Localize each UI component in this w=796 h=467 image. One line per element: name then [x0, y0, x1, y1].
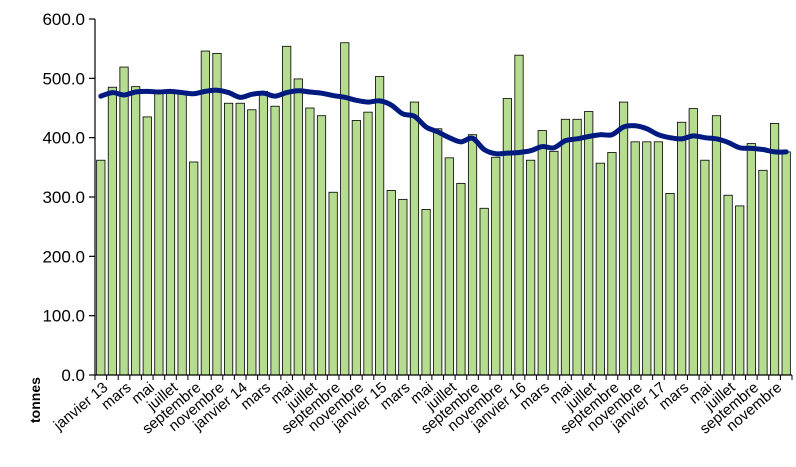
bar [479, 207, 489, 376]
bar [642, 141, 652, 376]
bar [595, 162, 605, 376]
bar [270, 105, 280, 376]
bar [711, 115, 722, 376]
bar [107, 86, 117, 376]
bar [444, 157, 454, 376]
bar [549, 150, 559, 376]
bar [746, 143, 756, 376]
line-group [98, 87, 789, 157]
y-axis-unit-label: tonnes [27, 377, 43, 423]
bar [491, 156, 501, 376]
y-ticks-group: 0.0 100.0 200.0 300.0 400.0 500.0 600.0 [42, 10, 95, 385]
bar [572, 118, 582, 376]
bar [665, 193, 675, 376]
bar [618, 101, 629, 376]
bar [433, 128, 443, 376]
bar [409, 101, 420, 376]
axes-group [94, 19, 793, 380]
bar [700, 159, 710, 376]
y-tick-label: 500.0 [42, 69, 85, 88]
bar [467, 134, 478, 376]
bar [723, 194, 733, 376]
bar [224, 102, 234, 376]
bar [154, 91, 164, 376]
bar [584, 111, 594, 376]
bar [398, 198, 408, 376]
bar [177, 91, 187, 376]
bar [258, 90, 269, 376]
bar [502, 98, 512, 376]
bar [119, 66, 129, 376]
bar [456, 182, 466, 376]
bar [375, 76, 385, 376]
bar [131, 86, 141, 376]
y-tick-label: 400.0 [42, 129, 85, 148]
bar [247, 109, 257, 376]
bars-group [96, 42, 791, 376]
y-tick-label: 600.0 [42, 10, 85, 29]
bar [340, 42, 350, 376]
bar [142, 116, 152, 376]
x-ticks-group: janvier 13marsmaijuilletseptembrenovembr… [50, 379, 785, 438]
bar [537, 130, 547, 376]
bar [96, 159, 106, 376]
bar [653, 141, 663, 376]
bar [735, 205, 745, 376]
bar [386, 190, 396, 376]
bar [363, 111, 373, 376]
bar [560, 118, 571, 376]
bar [235, 102, 245, 376]
y-tick-label: 0.0 [61, 366, 85, 385]
bar [165, 90, 176, 376]
bar [688, 108, 698, 376]
bar [607, 152, 617, 376]
y-tick-label: 200.0 [42, 247, 85, 266]
bar [189, 161, 199, 376]
y-tick-label: 300.0 [42, 188, 85, 207]
bar [316, 115, 327, 376]
bar [305, 107, 315, 376]
bar [200, 50, 210, 376]
y-tick-label: 100.0 [42, 307, 85, 326]
bar [293, 78, 303, 376]
bar [769, 123, 780, 376]
bar [212, 53, 222, 376]
bar [781, 151, 791, 376]
bar [514, 54, 524, 376]
bar [630, 141, 640, 376]
bar [421, 209, 431, 376]
bar [351, 120, 361, 376]
trend-line [98, 87, 789, 157]
bar [526, 159, 536, 376]
bar [758, 169, 768, 376]
bar [328, 191, 338, 376]
bar [677, 121, 687, 376]
